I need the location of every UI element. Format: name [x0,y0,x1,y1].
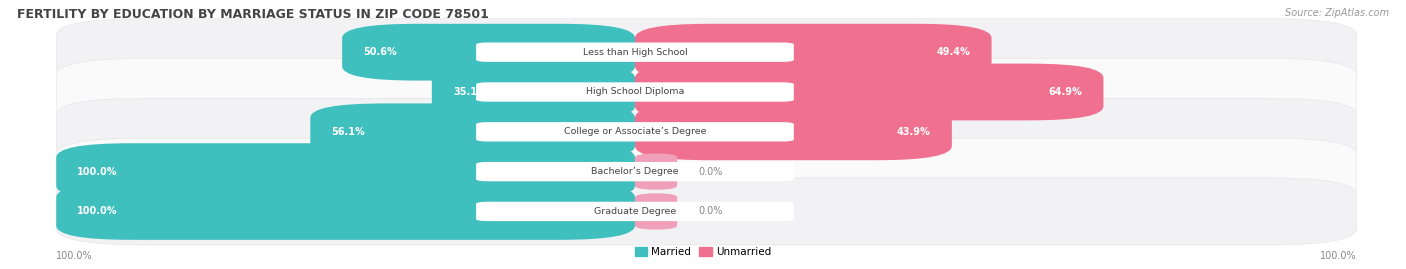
FancyBboxPatch shape [477,202,794,221]
Text: 100.0%: 100.0% [1320,250,1357,261]
Text: 100.0%: 100.0% [77,206,118,217]
Text: 100.0%: 100.0% [77,167,118,177]
Text: College or Associate’s Degree: College or Associate’s Degree [564,127,706,136]
Text: High School Diploma: High School Diploma [586,87,685,97]
Text: 50.6%: 50.6% [363,47,396,57]
FancyBboxPatch shape [342,24,636,81]
Text: 0.0%: 0.0% [699,206,723,217]
FancyBboxPatch shape [477,82,794,102]
FancyBboxPatch shape [477,43,794,62]
FancyBboxPatch shape [477,122,794,141]
Text: 100.0%: 100.0% [56,250,93,261]
Text: 64.9%: 64.9% [1049,87,1083,97]
FancyBboxPatch shape [636,63,1104,121]
FancyBboxPatch shape [311,103,636,160]
FancyBboxPatch shape [636,24,991,81]
Text: Bachelor’s Degree: Bachelor’s Degree [592,167,679,176]
Text: Graduate Degree: Graduate Degree [593,207,676,216]
FancyBboxPatch shape [56,19,1357,86]
FancyBboxPatch shape [636,193,678,229]
FancyBboxPatch shape [56,183,636,240]
Text: 35.1%: 35.1% [453,87,486,97]
Text: FERTILITY BY EDUCATION BY MARRIAGE STATUS IN ZIP CODE 78501: FERTILITY BY EDUCATION BY MARRIAGE STATU… [17,8,489,21]
FancyBboxPatch shape [56,58,1357,126]
Text: Source: ZipAtlas.com: Source: ZipAtlas.com [1285,8,1389,18]
Text: 49.4%: 49.4% [936,47,970,57]
FancyBboxPatch shape [432,63,636,121]
Text: 43.9%: 43.9% [897,127,931,137]
FancyBboxPatch shape [56,138,1357,205]
Text: Less than High School: Less than High School [582,48,688,57]
FancyBboxPatch shape [636,154,678,190]
Text: 0.0%: 0.0% [699,167,723,177]
FancyBboxPatch shape [636,103,952,160]
FancyBboxPatch shape [477,162,794,181]
Text: 56.1%: 56.1% [332,127,366,137]
Legend: Married, Unmarried: Married, Unmarried [630,243,776,261]
FancyBboxPatch shape [56,98,1357,165]
FancyBboxPatch shape [56,178,1357,245]
FancyBboxPatch shape [56,143,636,200]
